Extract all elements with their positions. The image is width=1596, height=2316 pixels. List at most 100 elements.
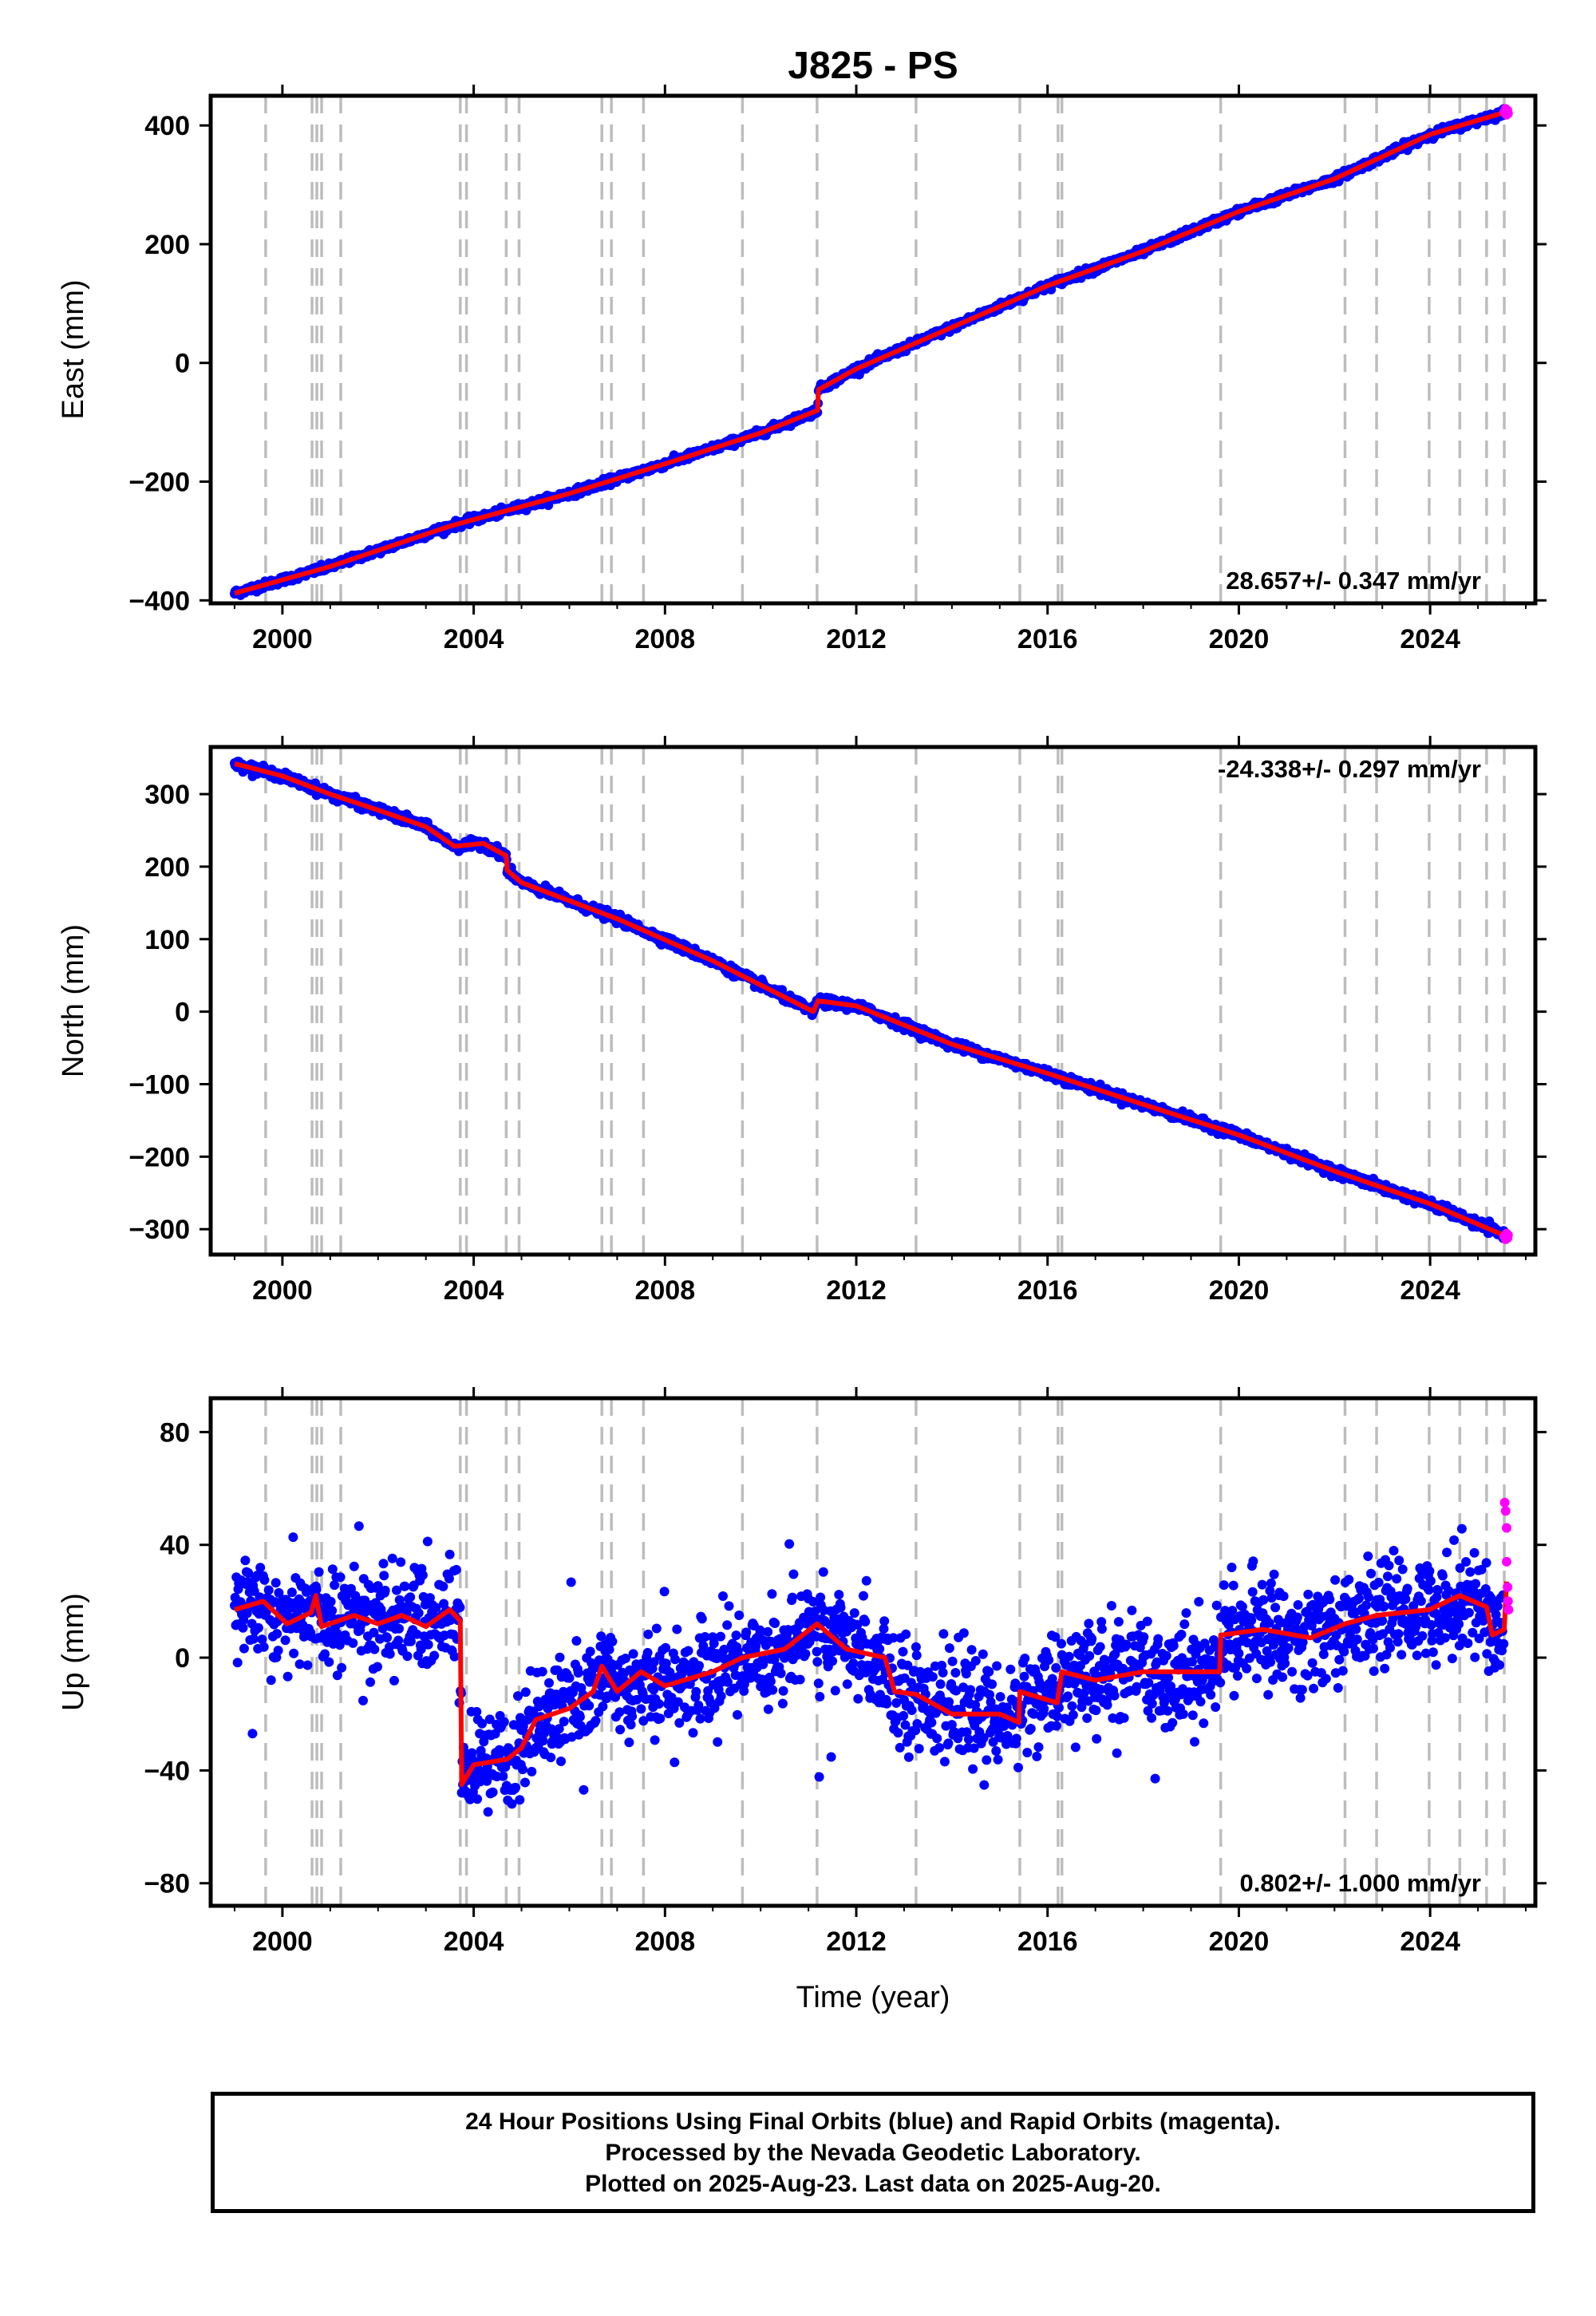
up-data-point [520, 1777, 530, 1788]
up-data-point [515, 1795, 525, 1805]
up-data-point [311, 1584, 322, 1595]
up-data-point [373, 1662, 382, 1672]
up-data-point [326, 1596, 336, 1607]
up-data-point [255, 1563, 266, 1573]
up-data-point [499, 1717, 509, 1727]
north-event-lines [264, 747, 1506, 1255]
east-x-tick-label: 2012 [826, 624, 887, 654]
up-panel: 2000 2004 2008 2012 2016 2020 2024 −80−4004080… [57, 1387, 1547, 1957]
east-y-tick-label: 400 [144, 111, 190, 141]
up-data-point [335, 1572, 346, 1583]
up-data-point [483, 1807, 493, 1817]
up-data-point [369, 1644, 380, 1654]
up-data-point [413, 1608, 424, 1618]
up-data-point [444, 1549, 455, 1559]
up-data-point [282, 1671, 293, 1682]
east-x-tick-label: 2008 [634, 624, 695, 654]
up-data-point [259, 1575, 270, 1585]
up-points [230, 1521, 1509, 1817]
up-data-point [263, 1585, 274, 1595]
up-data-point [451, 1564, 461, 1575]
up-data-point [314, 1567, 324, 1577]
up-data-point [422, 1536, 433, 1547]
up-data-point [417, 1570, 428, 1580]
up-data-point [511, 1782, 520, 1792]
up-data-point [302, 1660, 313, 1670]
north-rate-label: -24.338+/- 0.297 mm/yr [1218, 755, 1481, 783]
up-data-point [324, 1657, 334, 1667]
east-y-tick-label: −400 [128, 586, 190, 616]
up-data-point [289, 1648, 299, 1658]
up-data-point [380, 1585, 390, 1595]
up-data-point [402, 1651, 413, 1662]
up-data-point [358, 1695, 368, 1705]
up-data-point [400, 1581, 410, 1591]
east-y-tick-label: 0 [175, 349, 190, 379]
up-data-point [266, 1675, 276, 1686]
east-x-tick-label: 2024 [1400, 624, 1460, 654]
up-data-point [247, 1729, 258, 1739]
east-rate-label: 28.657+/- 0.347 mm/yr [1226, 567, 1481, 595]
up-data-point [240, 1555, 251, 1566]
north-rapid-point [1503, 1230, 1513, 1240]
up-data-point [354, 1521, 364, 1531]
up-data-point [429, 1650, 440, 1661]
north-y-axis-label: North (mm) [57, 924, 90, 1077]
up-data-point [405, 1592, 416, 1603]
up-data-point [272, 1629, 282, 1639]
up-data-point [327, 1606, 338, 1616]
north-x-tick-labels: 2000 2004 2008 2012 2016 2020 2024 [252, 1275, 1460, 1306]
up-data-point [378, 1559, 389, 1569]
north-x-tick-label: 2020 [1209, 1275, 1270, 1306]
up-data-point [449, 1651, 460, 1662]
figure-title: J825 - PS [788, 45, 958, 87]
up-data-point [280, 1635, 290, 1646]
north-y-tick-label: 200 [144, 852, 190, 883]
east-y-tick-label: −200 [128, 468, 190, 498]
up-data-point [382, 1633, 392, 1642]
north-points [230, 757, 1509, 1243]
up-data-point [248, 1634, 259, 1644]
north-y-tick-label: −200 [128, 1142, 190, 1172]
up-data-point [393, 1635, 404, 1646]
east-model-path [234, 109, 1507, 596]
north-y-tick-label: 0 [175, 998, 190, 1028]
up-data-point [288, 1532, 298, 1543]
up-data-point [330, 1580, 340, 1591]
up-data-point [389, 1675, 399, 1686]
up-data-point [365, 1677, 375, 1687]
up-data-point [379, 1571, 389, 1581]
east-x-tick-label: 2000 [252, 624, 313, 654]
up-data-point [520, 1687, 531, 1697]
up-data-point [438, 1581, 448, 1591]
up-data-point [337, 1662, 347, 1673]
up-data-point [527, 1766, 537, 1777]
east-points [230, 104, 1509, 600]
north-x-tick-label: 2004 [444, 1275, 504, 1306]
east-y-axis-label: East (mm) [57, 279, 90, 419]
up-data-point [396, 1557, 406, 1567]
up-data-point [394, 1623, 404, 1634]
north-y-tick-label: 300 [144, 780, 190, 810]
up-data-point [498, 1771, 508, 1781]
east-x-tick-label: 2004 [444, 624, 504, 654]
north-y-tick-label: −300 [128, 1215, 190, 1245]
up-data-point [518, 1765, 527, 1775]
up-data-point [271, 1578, 281, 1588]
north-x-tick-label: 2016 [1017, 1275, 1078, 1306]
north-x-tick-label: 2008 [634, 1275, 695, 1306]
up-data-point [423, 1639, 433, 1650]
up-data-point [537, 1666, 547, 1677]
up-data-point [232, 1658, 243, 1668]
east-x-tick-label: 2020 [1209, 624, 1270, 654]
up-data-point [273, 1646, 283, 1656]
east-rapid-point [1503, 109, 1513, 119]
north-y-tick-label: 100 [144, 925, 190, 955]
up-data-point [387, 1553, 397, 1563]
up-data-point [455, 1603, 465, 1613]
east-model-line [234, 109, 1507, 596]
up-data-point [385, 1649, 395, 1659]
east-panel: 2000 2004 2008 2012 2016 2020 2024 −400−200020… [57, 85, 1547, 654]
up-data-point [259, 1642, 269, 1652]
